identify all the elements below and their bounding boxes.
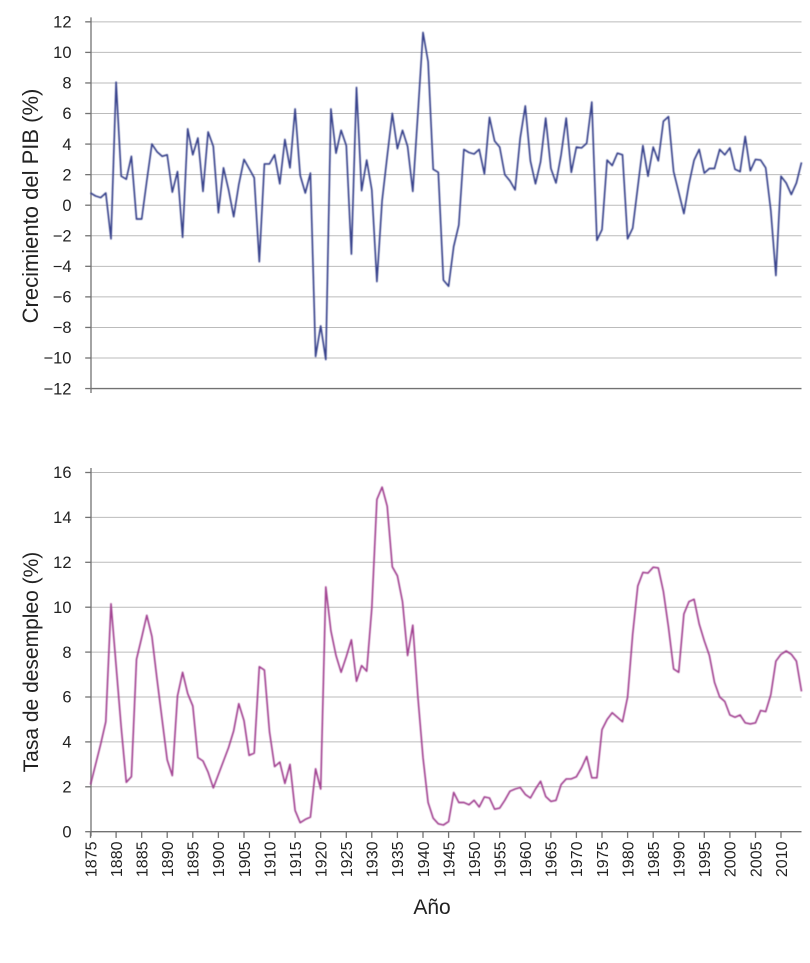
svg-text:2: 2 [62, 166, 71, 184]
svg-text:−4: −4 [53, 258, 72, 276]
svg-text:2005: 2005 [748, 841, 765, 877]
svg-text:1920: 1920 [314, 841, 331, 877]
svg-text:−12: −12 [44, 380, 72, 398]
svg-text:6: 6 [62, 689, 71, 707]
svg-text:4: 4 [62, 734, 71, 752]
svg-text:Crecimiento del PIB (%): Crecimiento del PIB (%) [18, 89, 43, 324]
svg-text:−8: −8 [53, 319, 72, 337]
svg-text:−2: −2 [53, 227, 72, 245]
svg-text:8: 8 [62, 75, 71, 93]
svg-text:1895: 1895 [186, 841, 203, 877]
svg-text:10: 10 [53, 599, 71, 617]
svg-text:1940: 1940 [416, 841, 433, 877]
svg-text:1945: 1945 [441, 841, 458, 877]
svg-text:Tasa de desempleo (%): Tasa de desempleo (%) [20, 552, 43, 773]
svg-text:1915: 1915 [288, 841, 305, 877]
svg-text:1985: 1985 [646, 841, 663, 877]
svg-text:1875: 1875 [83, 841, 100, 877]
svg-text:1885: 1885 [135, 841, 152, 877]
svg-text:8: 8 [62, 644, 71, 662]
svg-text:2010: 2010 [774, 841, 791, 877]
svg-text:6: 6 [62, 105, 71, 123]
svg-text:−6: −6 [53, 289, 72, 307]
svg-text:1980: 1980 [620, 841, 637, 877]
svg-text:16: 16 [53, 464, 71, 482]
svg-text:1995: 1995 [697, 841, 714, 877]
svg-text:1925: 1925 [339, 841, 356, 877]
svg-text:1880: 1880 [109, 841, 126, 877]
svg-text:Año: Año [413, 896, 450, 919]
svg-text:1905: 1905 [237, 841, 254, 877]
svg-text:10: 10 [53, 44, 71, 62]
svg-text:1910: 1910 [262, 841, 279, 877]
svg-text:12: 12 [53, 554, 71, 572]
svg-text:12: 12 [53, 14, 71, 32]
svg-text:0: 0 [62, 823, 71, 841]
svg-text:1975: 1975 [595, 841, 612, 877]
svg-text:1970: 1970 [569, 841, 586, 877]
svg-text:1965: 1965 [544, 841, 561, 877]
svg-text:0: 0 [62, 197, 71, 215]
svg-text:2000: 2000 [723, 841, 740, 877]
svg-text:14: 14 [53, 509, 71, 527]
svg-text:1950: 1950 [467, 841, 484, 877]
svg-text:1990: 1990 [672, 841, 689, 877]
svg-text:1890: 1890 [160, 841, 177, 877]
svg-text:2: 2 [62, 779, 71, 797]
svg-text:−10: −10 [44, 350, 72, 368]
svg-text:1930: 1930 [365, 841, 382, 877]
svg-text:1960: 1960 [518, 841, 535, 877]
svg-text:1935: 1935 [390, 841, 407, 877]
svg-text:4: 4 [62, 136, 71, 154]
svg-text:1900: 1900 [211, 841, 228, 877]
svg-text:1955: 1955 [493, 841, 510, 877]
